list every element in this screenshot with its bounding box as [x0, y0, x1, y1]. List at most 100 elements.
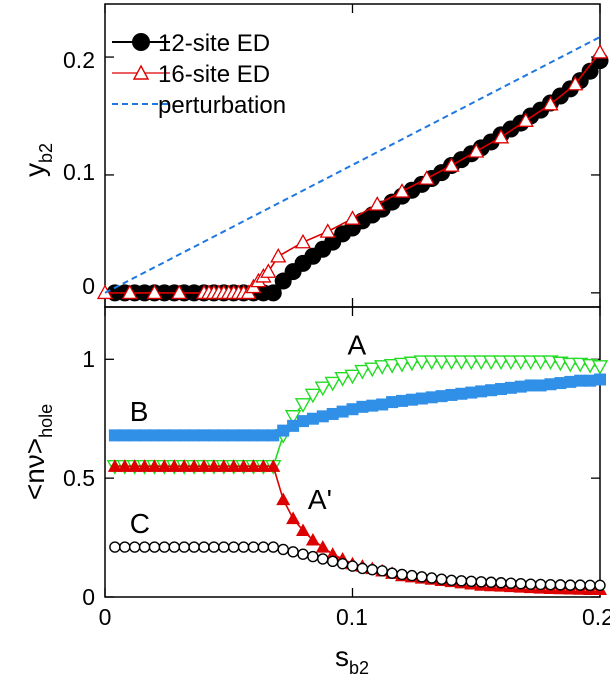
data-point — [413, 355, 430, 371]
annotation-b: B — [130, 396, 149, 427]
data-point — [326, 407, 339, 420]
data-point — [524, 379, 537, 392]
data-point — [468, 143, 485, 158]
data-point — [416, 571, 428, 583]
data-point — [157, 459, 172, 472]
data-point — [495, 383, 507, 396]
data-point — [168, 429, 181, 442]
data-point — [286, 511, 301, 525]
data-point — [294, 233, 312, 249]
data-point — [534, 578, 547, 591]
data-point — [297, 415, 309, 428]
data-point — [386, 567, 398, 579]
data-point — [356, 562, 369, 575]
data-point — [562, 357, 579, 373]
data-point — [294, 398, 312, 413]
top-panel-series — [96, 36, 609, 302]
data-point — [406, 569, 418, 582]
data-point — [237, 541, 250, 553]
data-point — [177, 459, 192, 472]
data-point — [554, 377, 567, 390]
data-point — [492, 128, 510, 144]
legend-marker-16-site — [132, 64, 150, 80]
data-point — [270, 247, 287, 263]
data-point — [567, 75, 584, 91]
data-point — [346, 403, 359, 416]
data-point — [138, 541, 151, 553]
legend-label-12-site: 12-site ED — [158, 30, 270, 57]
data-point — [433, 355, 450, 371]
data-point — [465, 575, 477, 588]
annotations: A B A' C — [130, 330, 367, 539]
data-point — [512, 355, 529, 371]
data-point — [287, 546, 299, 558]
data-point — [237, 429, 250, 442]
data-point — [247, 541, 260, 553]
data-point — [277, 543, 289, 556]
data-point — [226, 459, 241, 472]
top-y-tick-label: 0.1 — [63, 159, 95, 185]
data-point — [473, 355, 490, 371]
data-point — [206, 459, 221, 472]
data-point — [148, 429, 161, 442]
data-point — [453, 355, 470, 371]
data-point — [198, 429, 210, 442]
data-point — [257, 429, 270, 442]
data-point — [108, 429, 121, 442]
top-y-tick-label: 0 — [82, 273, 95, 299]
data-point — [405, 393, 418, 406]
data-point — [327, 555, 339, 568]
data-point — [591, 360, 609, 375]
annotation-a-prime: A' — [308, 484, 332, 515]
data-point — [386, 396, 399, 409]
data-point — [393, 357, 411, 373]
data-point — [366, 399, 379, 412]
annotation-a: A — [348, 330, 367, 361]
data-point — [148, 541, 161, 553]
data-point — [284, 410, 302, 425]
data-point — [475, 576, 487, 588]
bottom-panel-series — [106, 355, 609, 595]
data-point — [591, 44, 609, 59]
legend-label-16-site: 16-site ED — [158, 61, 270, 88]
data-point — [128, 541, 141, 553]
data-point — [297, 548, 309, 560]
data-point — [574, 374, 587, 387]
data-point — [334, 372, 351, 387]
data-point — [188, 541, 200, 553]
x-tick-labels: 0 0.1 0.2 — [99, 604, 610, 630]
data-point — [594, 579, 606, 592]
bottom-y-tick-labels: 0 0.5 1 — [63, 346, 95, 610]
data-point — [171, 284, 188, 300]
data-point — [403, 356, 421, 372]
data-point — [319, 223, 336, 238]
data-point — [525, 578, 537, 590]
data-point — [121, 284, 138, 300]
data-point — [495, 577, 507, 589]
data-point — [158, 541, 171, 553]
data-point — [336, 558, 349, 570]
data-point — [316, 410, 329, 423]
data-point — [376, 398, 389, 411]
data-point — [198, 541, 210, 553]
data-point — [492, 355, 510, 371]
data-point — [147, 459, 162, 472]
data-point — [594, 373, 606, 386]
data-point — [128, 429, 141, 442]
data-point — [418, 170, 435, 185]
data-point — [369, 196, 386, 211]
data-point — [455, 575, 468, 587]
top-y-tick-labels: 0 0.1 0.2 — [63, 47, 95, 299]
data-point — [257, 541, 270, 553]
data-point — [463, 355, 480, 371]
data-point — [325, 547, 340, 560]
data-point — [376, 565, 388, 577]
data-point — [260, 263, 277, 278]
data-point — [482, 355, 500, 371]
data-point — [443, 355, 460, 371]
data-point — [564, 579, 576, 591]
data-point — [504, 381, 517, 394]
data-point — [542, 95, 559, 111]
data-point — [374, 360, 391, 375]
